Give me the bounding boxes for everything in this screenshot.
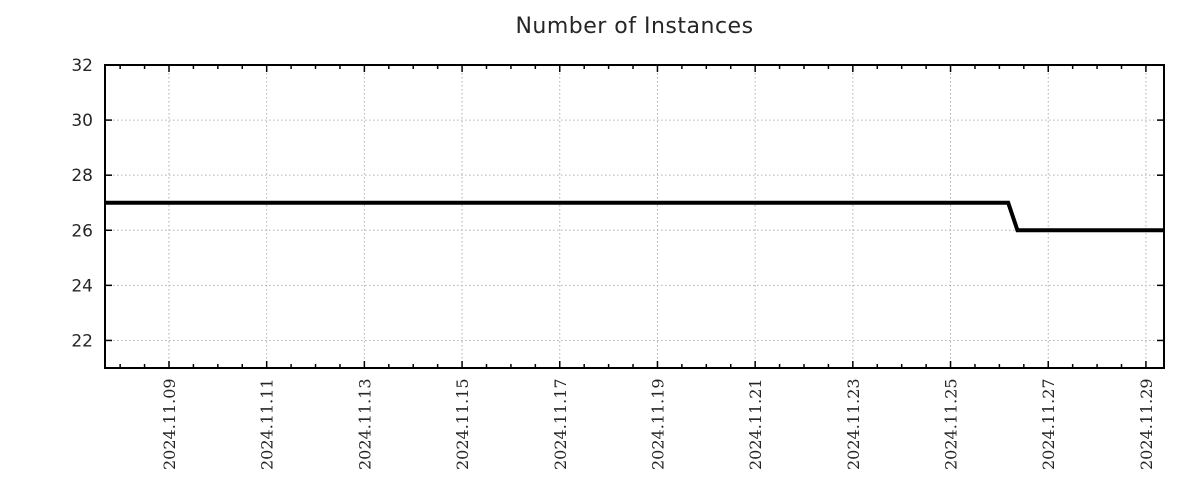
x-tick-label: 2024.11.23: [844, 378, 863, 470]
y-tick-label: 30: [71, 111, 93, 131]
x-tick-label: 2024.11.13: [355, 378, 374, 470]
y-tick-label: 28: [71, 166, 93, 186]
x-tick-label: 2024.11.25: [942, 378, 961, 470]
y-tick-label: 26: [71, 221, 93, 241]
x-tick-label: 2024.11.19: [648, 378, 667, 470]
x-tick-label: 2024.11.11: [258, 378, 277, 470]
x-tick-label: 2024.11.27: [1039, 378, 1058, 470]
y-tick-label: 32: [71, 56, 93, 76]
x-tick-label: 2024.11.17: [551, 378, 570, 470]
plot-frame: [104, 64, 1165, 369]
y-tick-label: 22: [71, 331, 93, 351]
chart-title: Number of Instances: [515, 14, 754, 39]
x-tick-label: 2024.11.09: [160, 378, 179, 470]
x-tick-label: 2024.11.15: [453, 378, 472, 470]
y-tick-label: 24: [71, 276, 93, 296]
data-line: [105, 200, 1164, 233]
x-tick-label: 2024.11.21: [746, 378, 765, 470]
x-tick-label: 2024.11.29: [1137, 378, 1156, 470]
